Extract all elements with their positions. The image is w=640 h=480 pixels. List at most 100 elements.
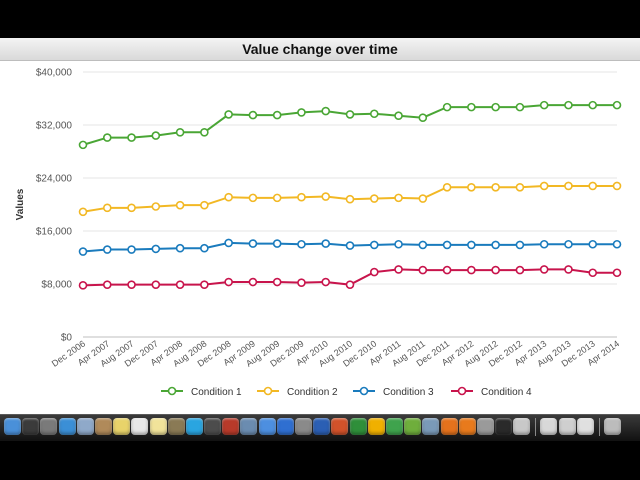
legend-label-condition-2[interactable]: Condition 2 xyxy=(287,387,338,398)
preview-icon[interactable] xyxy=(167,418,185,435)
data-point xyxy=(151,202,161,211)
data-point xyxy=(345,280,355,289)
data-point xyxy=(564,265,573,274)
iphoto-icon[interactable] xyxy=(240,418,258,435)
data-point xyxy=(394,193,403,203)
line-chart: $0 $8,000 $16,000 $24,000 $32,000 $40,000 Valu… xyxy=(15,68,622,398)
data-point xyxy=(102,280,112,289)
data-point xyxy=(418,194,428,203)
data-point xyxy=(564,100,573,110)
utility-icon[interactable] xyxy=(422,418,440,435)
dock xyxy=(0,414,640,441)
data-point xyxy=(442,265,452,275)
finder-icon[interactable] xyxy=(4,418,21,435)
data-point xyxy=(418,113,428,123)
data-point xyxy=(588,181,598,191)
data-point xyxy=(200,200,209,210)
data-point xyxy=(588,268,598,278)
notes-icon[interactable] xyxy=(149,418,167,435)
document-icon-3[interactable] xyxy=(558,418,576,435)
data-point xyxy=(467,182,476,192)
legend-label-condition-3[interactable]: Condition 3 xyxy=(383,387,434,398)
data-point xyxy=(200,280,209,289)
data-point xyxy=(321,277,331,287)
data-point xyxy=(151,244,161,254)
data-point xyxy=(394,265,403,274)
data-point xyxy=(102,203,112,213)
y-tick-label: $32,000 xyxy=(36,121,73,132)
data-point xyxy=(588,239,598,249)
excel-icon[interactable] xyxy=(349,418,367,435)
data-point xyxy=(564,239,573,249)
safari-icon[interactable] xyxy=(58,418,76,435)
activity-monitor-icon[interactable] xyxy=(495,418,513,435)
legend-label-condition-4[interactable]: Condition 4 xyxy=(481,387,532,398)
data-point xyxy=(491,102,500,112)
folder-icon[interactable] xyxy=(476,418,494,435)
dashboard-icon[interactable] xyxy=(22,418,40,435)
address-book-icon[interactable] xyxy=(94,418,112,435)
data-point xyxy=(78,281,88,290)
data-point xyxy=(224,277,233,287)
system-prefs-icon[interactable] xyxy=(295,418,312,435)
trash-icon[interactable] xyxy=(604,418,621,435)
chart-window: Value change over time $0 $8,000 $16,000 $2… xyxy=(0,38,640,414)
dock-items xyxy=(4,418,622,438)
data-point xyxy=(345,194,355,204)
skype-icon[interactable] xyxy=(185,418,203,435)
adium-icon[interactable] xyxy=(404,418,422,435)
y-tick-label: $0 xyxy=(61,333,73,344)
data-point xyxy=(612,239,622,249)
data-point xyxy=(200,127,209,137)
itunes-icon[interactable] xyxy=(258,418,276,435)
chart-title: Value change over time xyxy=(242,41,398,57)
launchpad-icon[interactable] xyxy=(40,418,58,435)
data-point xyxy=(539,100,549,110)
facetime-icon[interactable] xyxy=(204,418,222,435)
data-point xyxy=(491,240,500,250)
app-store-icon[interactable] xyxy=(276,418,294,435)
data-point xyxy=(175,280,185,289)
powerpoint-icon[interactable] xyxy=(331,418,349,435)
data-point xyxy=(102,245,112,254)
data-point xyxy=(175,127,185,137)
data-point xyxy=(515,182,525,192)
data-point xyxy=(224,238,233,248)
messenger-icon[interactable] xyxy=(385,418,403,435)
data-point xyxy=(612,100,622,110)
outlook-icon[interactable] xyxy=(367,418,385,435)
document-icon-2[interactable] xyxy=(540,418,558,435)
word-icon[interactable] xyxy=(313,418,331,435)
data-point xyxy=(539,239,549,249)
calendar-icon[interactable] xyxy=(131,418,149,435)
window-titlebar: Value change over time xyxy=(0,38,640,61)
data-point xyxy=(272,239,282,248)
data-point xyxy=(200,243,209,253)
data-point xyxy=(588,100,598,110)
mail-icon[interactable] xyxy=(76,418,94,435)
data-point xyxy=(418,240,428,250)
legend-label-condition-1[interactable]: Condition 1 xyxy=(191,387,242,398)
data-point xyxy=(467,265,476,275)
data-point xyxy=(248,277,258,287)
document-icon-4[interactable] xyxy=(576,418,594,435)
data-point xyxy=(102,133,112,142)
photo-booth-icon[interactable] xyxy=(222,418,240,435)
data-point xyxy=(78,140,88,150)
legend-marker xyxy=(359,386,369,396)
data-point xyxy=(248,239,258,248)
firefox-icon[interactable] xyxy=(440,418,458,435)
y-tick-label: $24,000 xyxy=(36,174,73,185)
data-point xyxy=(78,207,88,217)
data-point xyxy=(418,265,428,275)
stickies-icon[interactable] xyxy=(113,418,131,435)
data-point xyxy=(297,192,306,202)
y-tick-label: $16,000 xyxy=(36,227,73,238)
data-point xyxy=(248,193,258,203)
vlc-icon[interactable] xyxy=(458,418,476,435)
data-point xyxy=(491,265,500,275)
document-icon-1[interactable] xyxy=(513,418,531,435)
legend-marker xyxy=(457,386,467,396)
data-point xyxy=(369,194,379,203)
data-point xyxy=(272,110,282,120)
